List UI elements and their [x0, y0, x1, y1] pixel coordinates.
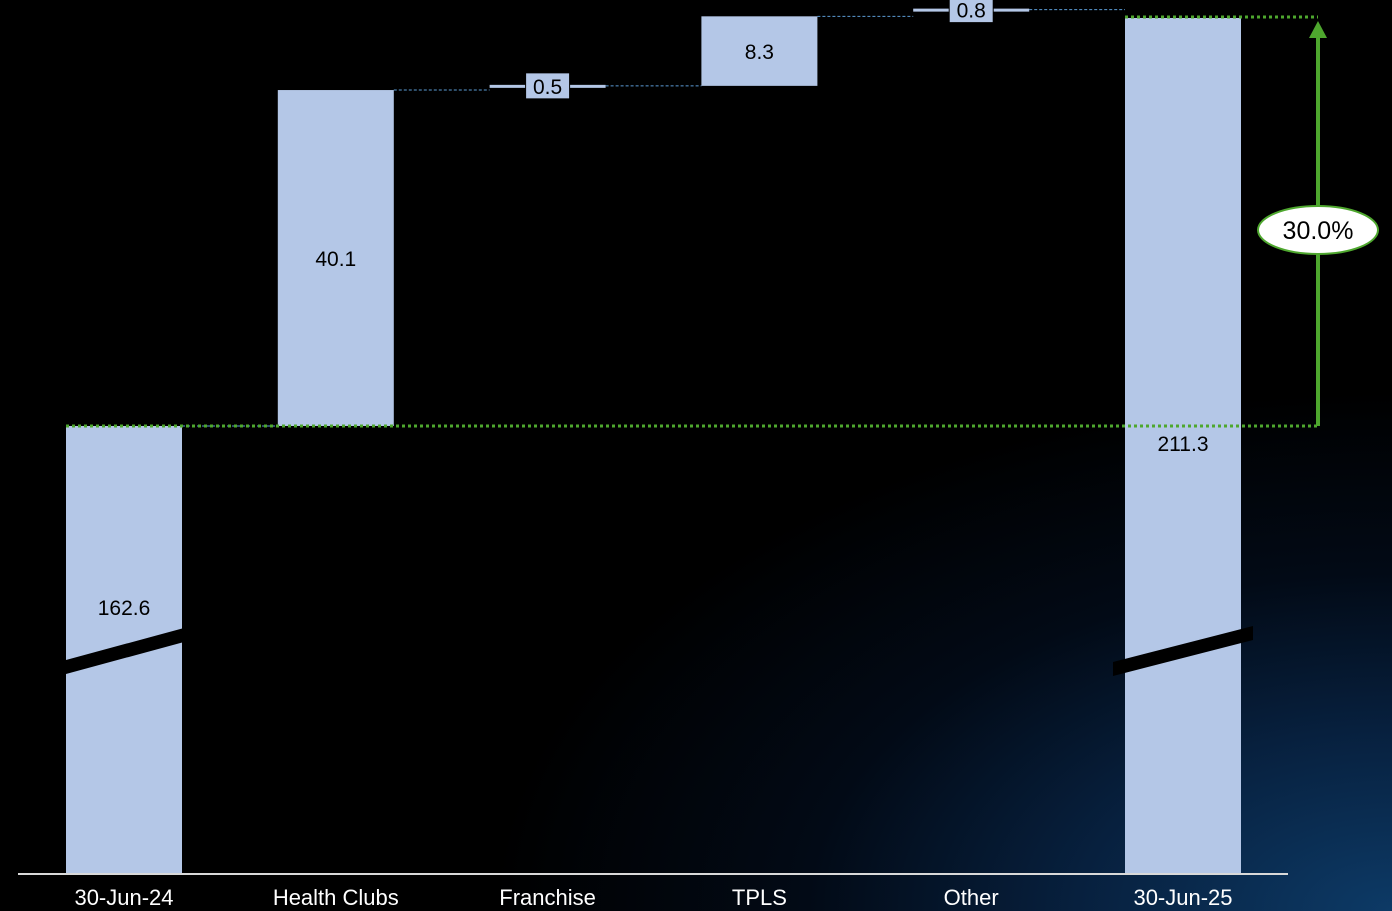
category-label-franchise: Franchise: [499, 885, 596, 910]
growth-indicator: 30.0%: [66, 15, 1379, 428]
value-label-box-franchise: [525, 72, 571, 100]
x-axis: 30-Jun-24 Health Clubs Franchise TPLS Other 3…: [18, 873, 1288, 910]
growth-label: 30.0%: [1283, 217, 1354, 245]
bar-30-jun-25: [1125, 18, 1241, 874]
bar-health-clubs: [277, 90, 394, 426]
axis-break-last: [1113, 626, 1253, 676]
value-label-30-jun-25: 211.3: [1158, 433, 1209, 456]
growth-arrow-head: [1309, 21, 1327, 38]
value-label-box-other: [948, 0, 994, 24]
axis-break-first: [66, 628, 184, 674]
value-label-other: 0.8: [957, 0, 986, 23]
value-label-health-clubs: 40.1: [315, 248, 356, 271]
category-label-health-clubs: Health Clubs: [273, 885, 399, 910]
category-label-tpls: TPLS: [732, 885, 787, 910]
bars: [66, 8, 1241, 874]
bar-tpls: [701, 16, 818, 86]
category-label-30-jun-25: 30-Jun-25: [1133, 885, 1232, 910]
growth-badge: [1257, 205, 1379, 255]
value-label-30-jun-24: 162.6: [98, 597, 151, 620]
value-label-tpls: 8.3: [745, 41, 774, 64]
axis-breaks: [66, 626, 1253, 676]
value-label-franchise: 0.5: [533, 76, 562, 99]
value-labels: 162.6 40.1 0.5 8.3 0.8 211.3: [98, 0, 1209, 620]
category-label-30-jun-24: 30-Jun-24: [74, 885, 173, 910]
category-label-other: Other: [944, 885, 999, 910]
